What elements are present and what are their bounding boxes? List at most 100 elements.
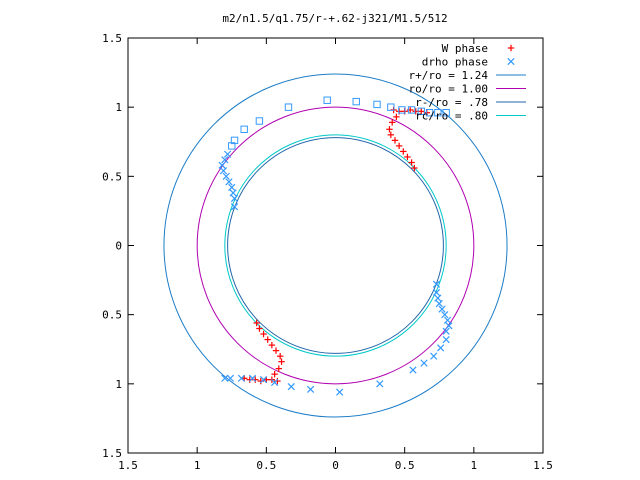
point-s1-10 xyxy=(442,327,450,335)
point-s1-13 xyxy=(441,311,449,319)
point-s1-20-b xyxy=(437,344,445,352)
circle-series-6 xyxy=(224,134,447,357)
point-s1-9-b xyxy=(223,150,232,158)
legend-marker-1-b xyxy=(507,57,515,66)
x-tick-label-1: 1 xyxy=(194,459,201,472)
point-s1-14-b xyxy=(438,305,446,313)
legend-label-4: r-/ro = .78 xyxy=(415,96,488,109)
point-s2-10 xyxy=(407,106,416,114)
point-s1-4-b xyxy=(225,178,233,186)
point-s1-11 xyxy=(445,322,453,330)
point-s2-7 xyxy=(373,100,381,109)
point-s1-29 xyxy=(259,376,268,384)
point-s1-2-b xyxy=(219,167,228,175)
data-markers xyxy=(218,96,453,396)
point-s1-26 xyxy=(306,385,315,393)
point-s1-2 xyxy=(219,167,228,175)
y-tick-label-0: 1.5 xyxy=(102,447,122,460)
y-tick-label-2: 0.5 xyxy=(102,309,122,322)
point-s1-19-b xyxy=(442,335,450,344)
point-s1-14 xyxy=(438,305,446,313)
point-s1-5-b xyxy=(228,183,236,192)
point-s1-28-b xyxy=(271,378,279,387)
legend-label-3: ro/ro = 1.00 xyxy=(409,83,488,96)
point-s1-32-b xyxy=(226,374,234,382)
point-s1-22-b xyxy=(420,359,428,367)
y-tick-label-5: 1 xyxy=(115,101,122,114)
point-s0-30 xyxy=(264,336,271,343)
circle-series-4 xyxy=(196,106,475,385)
point-s1-9 xyxy=(223,150,232,158)
point-s0-26 xyxy=(278,358,285,365)
point-s1-7-b xyxy=(230,194,239,203)
point-s1-16 xyxy=(434,294,442,302)
point-s1-0 xyxy=(221,156,229,164)
point-s1-6 xyxy=(229,189,237,197)
x-tick-label-6: 1.5 xyxy=(533,459,553,472)
point-s1-30-b xyxy=(248,374,257,382)
point-s1-17 xyxy=(432,288,441,297)
point-s1-32 xyxy=(226,374,234,382)
point-s1-23 xyxy=(409,366,417,374)
point-s1-19 xyxy=(442,335,450,344)
y-tick-label-4: 0.5 xyxy=(102,170,122,183)
chart-title: m2/n1.5/q1.75/r-+.62-j321/M1.5/512 xyxy=(222,12,447,25)
point-s2-2 xyxy=(240,125,248,133)
point-s0-11 xyxy=(391,137,399,144)
point-s0-5 xyxy=(418,108,425,115)
point-s1-24-b xyxy=(376,380,384,388)
point-s0-9 xyxy=(386,126,393,133)
point-s0-7 xyxy=(393,113,400,121)
point-s1-27-b xyxy=(287,382,295,391)
point-s1-12 xyxy=(443,316,452,324)
point-s1-15-b xyxy=(435,299,443,308)
point-s1-8-b xyxy=(230,203,239,211)
point-s0-27 xyxy=(276,352,284,360)
legend-label-0: W phase xyxy=(442,42,488,55)
point-s1-22 xyxy=(420,359,428,367)
point-s1-17-b xyxy=(432,288,441,297)
point-s1-23-b xyxy=(409,366,417,374)
axis-ticks: 1.5 1 0.5 0 0.5 1 1.51.510.500.511.5 xyxy=(102,32,553,472)
point-s1-3 xyxy=(222,172,230,180)
point-s0-13 xyxy=(400,148,407,155)
point-s0-31 xyxy=(260,330,267,338)
circle-series-5 xyxy=(227,137,444,354)
point-s0-24 xyxy=(271,370,278,378)
point-s2-3 xyxy=(255,117,264,125)
point-s1-30 xyxy=(248,374,257,382)
point-s2-6 xyxy=(352,97,360,106)
x-tick-label-2: 0.5 xyxy=(256,459,276,472)
point-s0-32 xyxy=(256,325,263,332)
point-s1-15 xyxy=(435,299,443,308)
point-s1-27 xyxy=(287,382,295,391)
point-s1-25 xyxy=(336,388,344,396)
legend-label-1: drho phase xyxy=(422,56,488,69)
point-s1-11-b xyxy=(445,322,453,330)
point-s1-16-b xyxy=(434,294,442,302)
point-s1-31-b xyxy=(237,374,246,382)
point-s2-4 xyxy=(284,103,293,111)
point-s1-1-b xyxy=(218,161,226,169)
point-s0-12 xyxy=(395,142,403,150)
point-s0-15 xyxy=(408,159,415,166)
point-s1-10-b xyxy=(442,327,450,335)
point-s1-6-b xyxy=(229,189,237,197)
point-s1-33-b xyxy=(221,374,229,382)
point-s1-12-b xyxy=(443,316,452,324)
y-tick-label-6: 1.5 xyxy=(102,32,122,45)
point-s1-21 xyxy=(430,352,438,360)
point-s1-31 xyxy=(237,374,246,382)
point-s2-1 xyxy=(228,142,236,150)
point-s2-8 xyxy=(387,103,395,111)
legend-marker-0 xyxy=(507,44,515,52)
point-s0-10 xyxy=(387,131,395,139)
legend-label-2: r+/ro = 1.24 xyxy=(409,69,489,82)
point-s1-8 xyxy=(230,203,239,211)
point-s1-7 xyxy=(230,194,239,203)
x-tick-label-0: 1.5 xyxy=(118,459,138,472)
point-s1-1 xyxy=(218,161,226,169)
x-tick-label-4: 0.5 xyxy=(395,459,415,472)
point-s1-20 xyxy=(437,344,445,352)
